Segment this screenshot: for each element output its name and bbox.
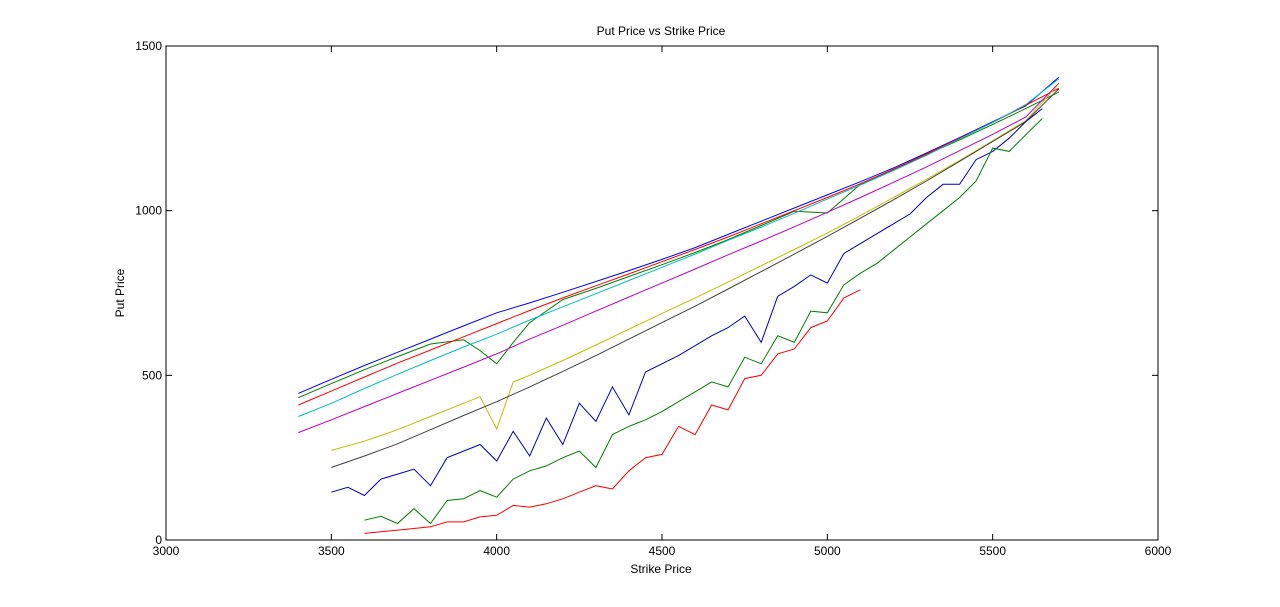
y-axis-label: Put Price xyxy=(113,268,127,317)
x-tick-label: 4000 xyxy=(483,544,510,558)
series-line-9 xyxy=(364,118,1043,525)
plot-area xyxy=(165,45,1159,541)
x-tick-label: 5000 xyxy=(814,544,841,558)
series-line-4 xyxy=(298,78,1060,417)
series-line-8 xyxy=(331,108,1043,497)
y-axis-ticks: 0 500 1000 1500 xyxy=(135,39,1158,547)
y-tick-label: 1000 xyxy=(135,204,162,218)
x-axis-ticks: 3000 3500 4000 4500 5000 5500 6000 xyxy=(153,46,1172,558)
series-line-2 xyxy=(298,91,1060,399)
x-tick-label: 4500 xyxy=(649,544,676,558)
x-tick-label: 6000 xyxy=(1145,544,1172,558)
series-line-5 xyxy=(298,82,1060,434)
series-line-1 xyxy=(298,76,1060,394)
x-tick-label: 3500 xyxy=(318,544,345,558)
series-line-3 xyxy=(298,87,1060,406)
x-axis-label: Strike Price xyxy=(630,562,692,576)
y-tick-label: 0 xyxy=(155,533,162,547)
series-line-10 xyxy=(364,289,861,534)
chart-title: Put Price vs Strike Price xyxy=(597,24,726,38)
y-tick-label: 1500 xyxy=(135,39,162,53)
series-line-7 xyxy=(331,88,1060,468)
series-line-6 xyxy=(331,83,1060,451)
series-layer xyxy=(298,76,1060,534)
x-tick-label: 5500 xyxy=(979,544,1006,558)
y-tick-label: 500 xyxy=(142,368,162,382)
x-tick-label: 3000 xyxy=(153,544,180,558)
